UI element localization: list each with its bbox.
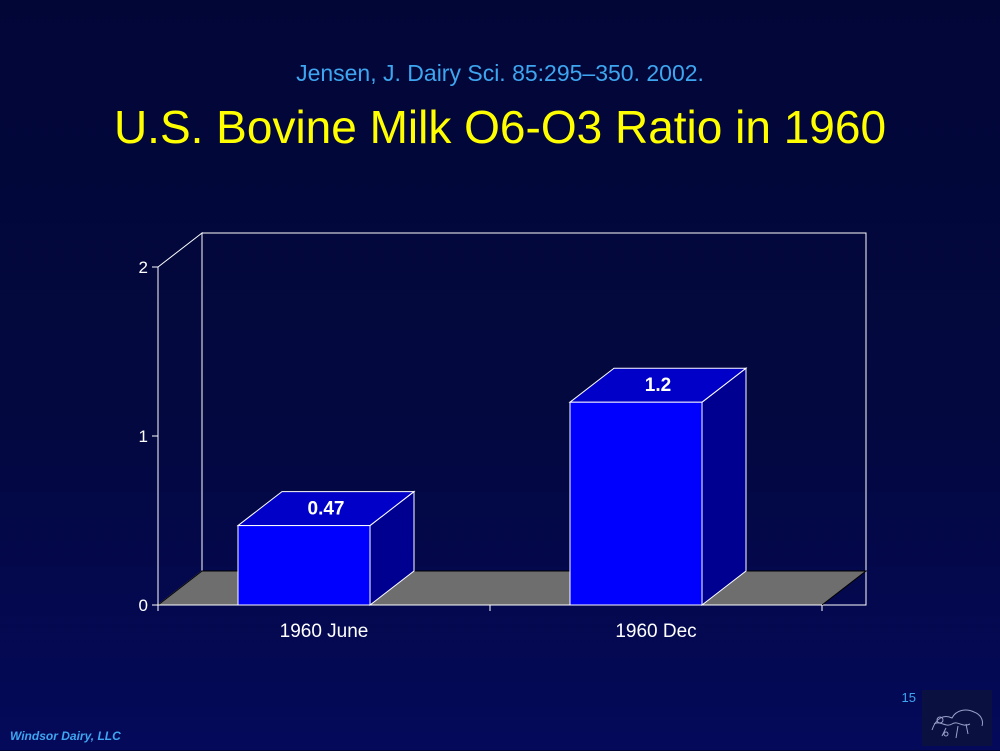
data-label: 0.47 bbox=[308, 499, 345, 520]
y-tick-label: 0 bbox=[139, 596, 148, 615]
citation: Jensen, J. Dairy Sci. 85:295–350. 2002. bbox=[296, 60, 704, 86]
y-tick-label: 2 bbox=[139, 258, 148, 277]
x-tick-label: 1960 Dec bbox=[615, 621, 696, 642]
x-tick-label: 1960 June bbox=[280, 621, 369, 642]
bar bbox=[569, 401, 703, 606]
chart-side-wall bbox=[157, 231, 203, 607]
page-number: 15 bbox=[901, 690, 916, 705]
bar-side bbox=[701, 367, 747, 607]
windsor-dairy-logo-icon bbox=[922, 690, 992, 746]
y-tick-label: 1 bbox=[139, 427, 148, 446]
footer-company: Windsor Dairy, LLC bbox=[10, 729, 121, 743]
slide-title: U.S. Bovine Milk O6-O3 Ratio in 1960 bbox=[113, 101, 887, 153]
bar bbox=[237, 525, 371, 606]
data-label: 1.2 bbox=[645, 375, 671, 396]
